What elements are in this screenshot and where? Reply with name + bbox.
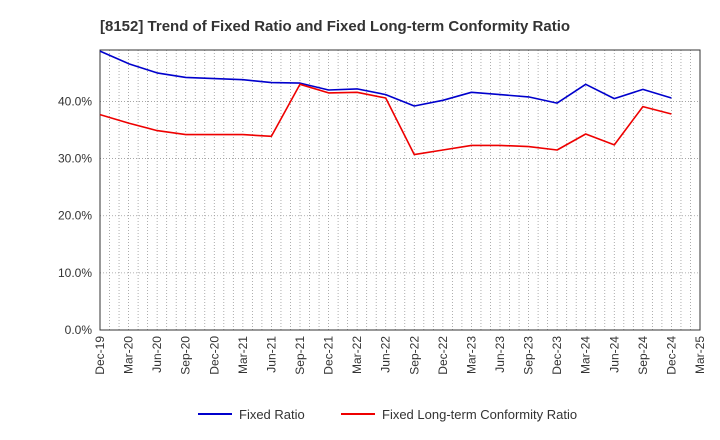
x-tick-label: Dec-24 — [664, 336, 678, 375]
x-tick-label: Sep-20 — [179, 336, 193, 375]
x-tick-label: Dec-19 — [93, 336, 107, 375]
series-line-fixed-ratio — [99, 50, 672, 107]
plot-border — [99, 49, 701, 331]
plot-area: 0.0% 10.0% 20.0% 30.0% 40.0% Dec-19 Mar-20 Jun-… — [58, 49, 707, 375]
x-tick-label: Dec-21 — [322, 336, 336, 375]
y-tick-label: 20.0% — [58, 209, 92, 223]
series-line-fixed-long-term-conformity-ratio — [99, 83, 672, 156]
y-tick-label: 30.0% — [58, 152, 92, 166]
x-tick-label: Mar-21 — [236, 336, 250, 374]
x-tick-label: Jun-20 — [150, 336, 164, 373]
x-tick-label: Dec-22 — [436, 336, 450, 375]
x-tick-label: Sep-24 — [636, 336, 650, 375]
x-tick-label: Sep-21 — [293, 336, 307, 375]
x-tick-label: Jun-21 — [264, 336, 278, 373]
legend: Fixed Ratio Fixed Long-term Conformity R… — [198, 407, 577, 422]
x-tick-label: Mar-24 — [579, 336, 593, 374]
x-tick-label: Mar-25 — [693, 336, 707, 374]
legend-label-fixed-long-term-conformity-ratio: Fixed Long-term Conformity Ratio — [382, 407, 577, 422]
x-tick-label: Jun-22 — [379, 336, 393, 373]
x-tick-label: Jun-23 — [493, 336, 507, 373]
legend-label-fixed-ratio: Fixed Ratio — [239, 407, 305, 422]
x-tick-label: Jun-24 — [607, 336, 621, 373]
x-tick-label: Sep-22 — [407, 336, 421, 375]
x-tick-label: Mar-23 — [464, 336, 478, 374]
x-tick-label: Dec-20 — [207, 336, 221, 375]
x-tick-label: Sep-23 — [522, 336, 536, 375]
y-tick-label: 40.0% — [58, 94, 92, 108]
y-tick-label: 10.0% — [58, 266, 92, 280]
x-tick-label: Mar-22 — [350, 336, 364, 374]
x-tick-label: Mar-20 — [122, 336, 136, 374]
plot-background — [100, 50, 700, 330]
chart-title: [8152] Trend of Fixed Ratio and Fixed Lo… — [100, 18, 570, 35]
x-tick-label: Dec-23 — [550, 336, 564, 375]
y-tick-label: 0.0% — [65, 323, 93, 337]
